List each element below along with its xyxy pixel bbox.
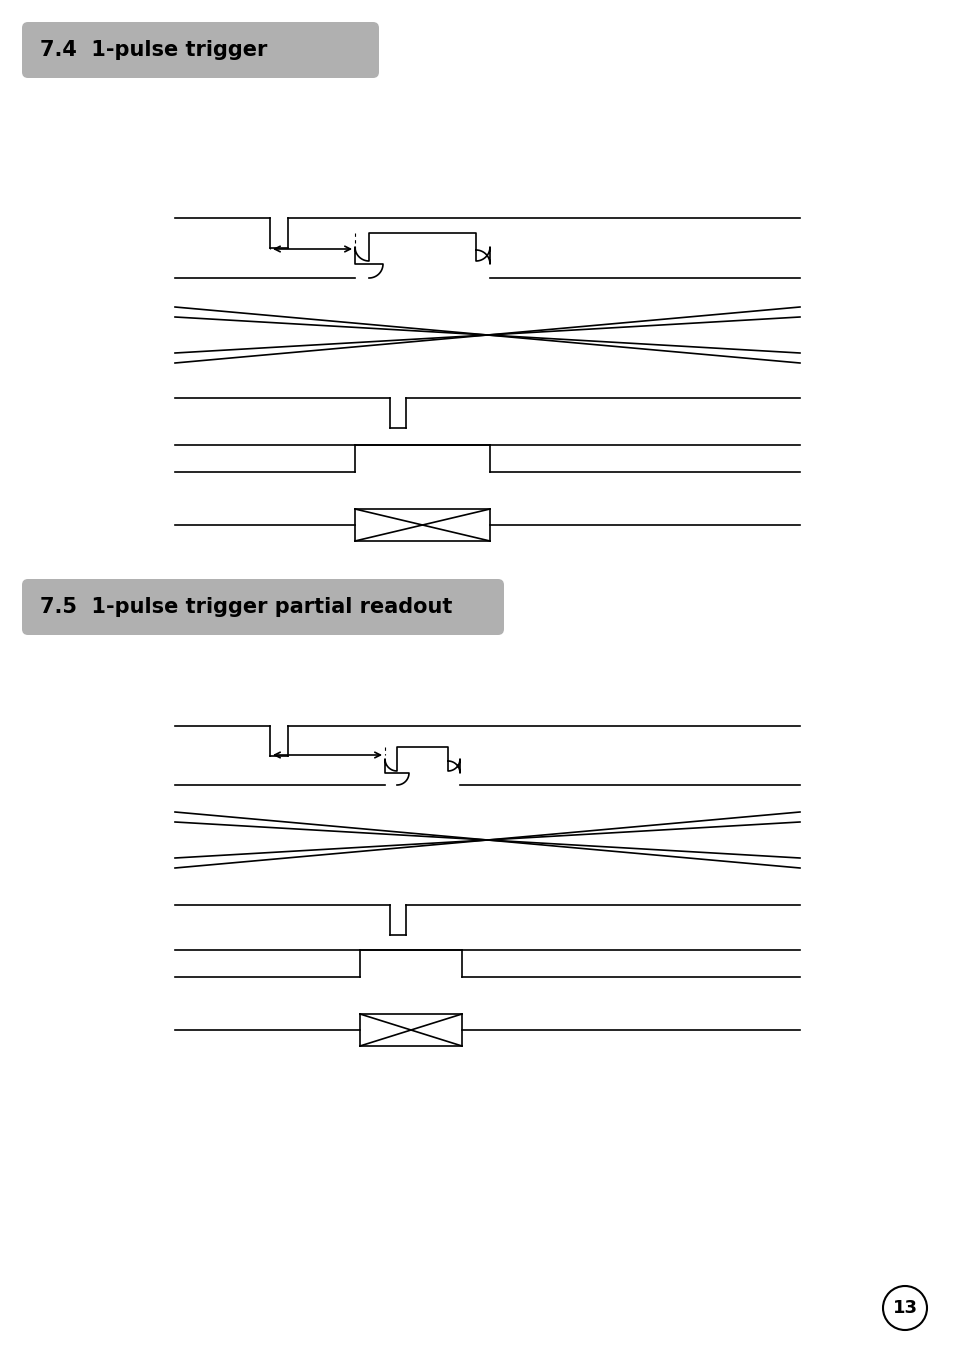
FancyBboxPatch shape [22,22,378,78]
Text: 7.5  1-pulse trigger partial readout: 7.5 1-pulse trigger partial readout [40,598,452,617]
Circle shape [882,1286,926,1330]
Text: 13: 13 [892,1299,917,1317]
Text: 7.4  1-pulse trigger: 7.4 1-pulse trigger [40,41,267,59]
FancyBboxPatch shape [22,579,503,635]
